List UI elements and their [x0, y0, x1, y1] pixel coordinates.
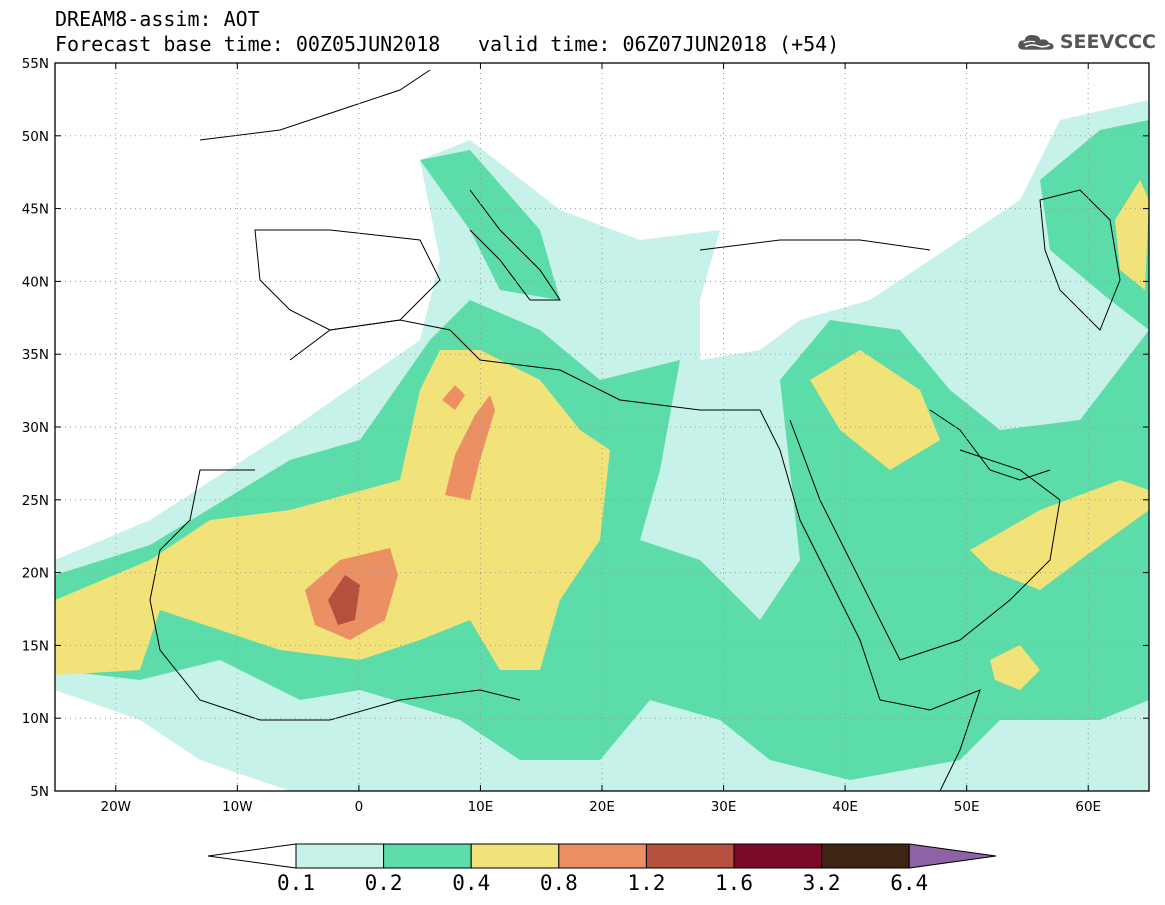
colorbar-label: 0.1 — [277, 871, 315, 895]
coastlines — [149, 69, 1121, 791]
colorbar-box — [821, 843, 910, 869]
caspian-coast — [1039, 189, 1121, 331]
europe-coast — [199, 69, 431, 141]
valid-time: valid time: 06Z07JUN2018 (+54) — [478, 32, 840, 56]
colorbar-arrow-low — [207, 843, 297, 869]
lat-tick-label: 25N — [22, 493, 49, 509]
lon-tick-label: 20E — [589, 799, 615, 815]
axis-tick-labels: 20W 10W 0 10E 20E 30E 40E 50E 60E 5N 10N 15N 20N 25N 3… — [22, 56, 1101, 815]
aot-level-4-region — [445, 395, 495, 500]
lat-tick-label: 30N — [22, 420, 49, 436]
colorbar-label: 1.2 — [627, 871, 665, 895]
colorbar-box — [733, 843, 823, 869]
lon-tick-label: 0 — [355, 799, 364, 815]
map-title: DREAM8-assim: AOT — [55, 7, 260, 31]
horn-africa-coast — [879, 689, 981, 791]
lat-tick-label: 35N — [22, 347, 49, 363]
cloud-icon — [1018, 35, 1054, 50]
lat-tick-label: 40N — [22, 274, 49, 290]
lat-tick-label: 50N — [22, 129, 49, 145]
lat-tick-label: 10N — [22, 711, 49, 727]
lat-tick-label: 5N — [30, 784, 49, 800]
colorbar-label: 0.4 — [452, 871, 490, 895]
axis-ticks — [55, 62, 1149, 792]
lon-tick-label: 10W — [222, 799, 253, 815]
lat-tick-label: 55N — [22, 56, 49, 72]
italy-coast — [469, 189, 561, 301]
colorbar-arrow-high — [908, 843, 997, 869]
lat-tick-label: 45N — [22, 202, 49, 218]
aot-level-3-region — [970, 480, 1149, 590]
arabia-coast — [789, 419, 1061, 661]
colorbar-label: 1.6 — [715, 871, 753, 895]
colorbar-label: 3.2 — [803, 871, 841, 895]
aot-level-2-region — [1040, 120, 1149, 330]
lon-tick-label: 30E — [711, 799, 737, 815]
lon-tick-label: 40E — [832, 799, 858, 815]
colorbar-box — [295, 843, 385, 869]
colorbar-label: 6.4 — [890, 871, 928, 895]
west-africa-coast — [149, 469, 521, 721]
aot-shading — [55, 100, 1149, 791]
lon-tick-label: 20W — [101, 799, 132, 815]
aot-level-5-region — [328, 575, 360, 625]
colorbar-box — [645, 843, 735, 869]
lon-tick-label: 60E — [1075, 799, 1101, 815]
persian-gulf-coast — [929, 409, 1051, 481]
turkey-coast — [699, 239, 931, 251]
colorbar-box — [470, 843, 560, 869]
colorbar-label: 0.8 — [540, 871, 578, 895]
aot-level-4-region — [442, 385, 465, 410]
aot-level-3-region — [1115, 180, 1149, 290]
lon-tick-label: 50E — [954, 799, 980, 815]
logo-text: SEEVCCC — [1059, 31, 1156, 53]
iberia-coast — [254, 229, 441, 331]
red-sea-coast — [759, 409, 881, 701]
colorbar-box — [383, 843, 472, 869]
colorbar-box — [558, 843, 647, 869]
lat-tick-label: 20N — [22, 566, 49, 582]
aot-level-3-region — [810, 350, 940, 470]
colorbar-label: 0.2 — [365, 871, 403, 895]
seevccc-logo: SEEVCCC — [1016, 22, 1156, 62]
colorbar-labels: 0.1 0.2 0.4 0.8 1.2 1.6 3.2 6.4 — [277, 871, 928, 895]
aot-level-2-region — [420, 150, 560, 300]
aot-level-3-region — [990, 645, 1040, 690]
lon-tick-label: 10E — [468, 799, 494, 815]
forecast-base-time: Forecast base time: 00Z05JUN2018 — [55, 32, 441, 56]
colorbar-boxes — [207, 843, 997, 869]
lat-tick-label: 15N — [22, 638, 49, 654]
